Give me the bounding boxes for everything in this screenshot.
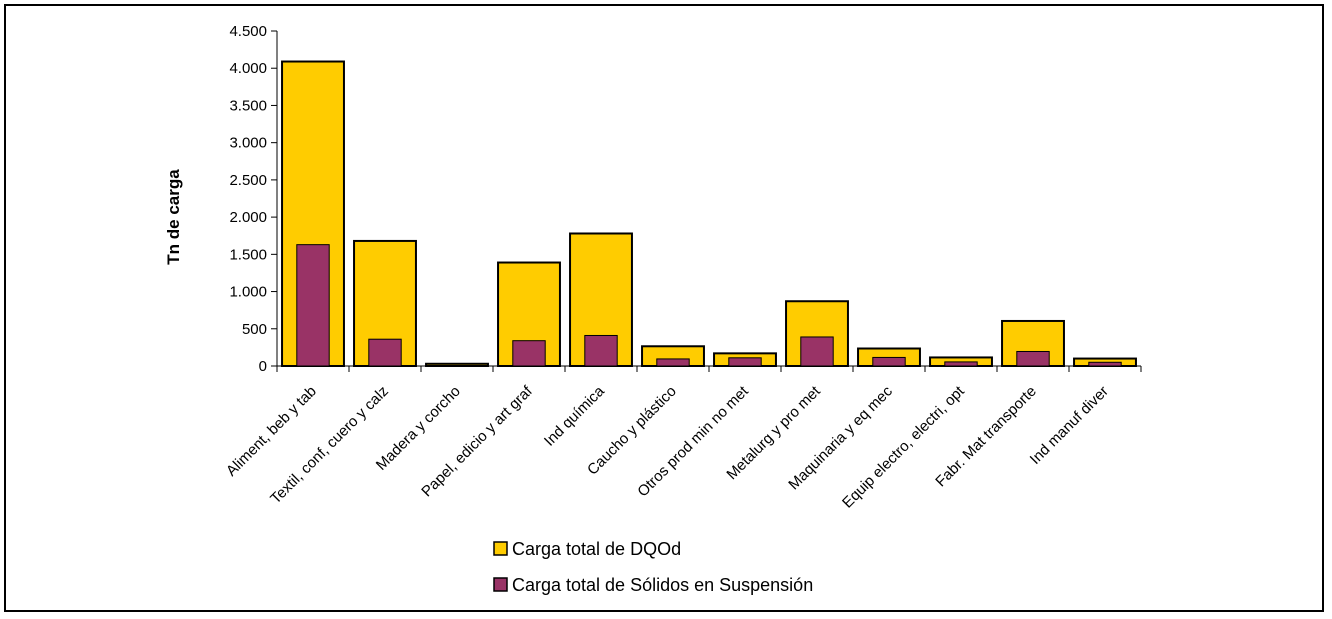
y-tick-label: 1.000 [229, 284, 267, 301]
y-tick-label: 3.500 [229, 97, 267, 114]
bar-solidos [296, 244, 330, 367]
bar-solidos [944, 361, 978, 367]
axis-layer: 0 500 1.000 1.500 2.000 2.500 3.000 3.500 4.000 4… [229, 23, 1142, 375]
bar-solidos [656, 358, 690, 367]
legend-swatch-solidos [493, 577, 508, 592]
y-tick-label: 3.000 [229, 135, 267, 152]
legend: Carga total de DQOd Carga total de Sólid… [493, 539, 813, 595]
legend-label-dqod: Carga total de DQOd [512, 539, 681, 559]
x-category-label: Textil, conf, cuero y calz [267, 383, 392, 508]
bar-solidos [368, 338, 402, 367]
legend-swatch-dqod [493, 541, 508, 556]
y-tick-label: 500 [242, 321, 267, 338]
bar-solidos [584, 334, 618, 367]
x-category-label: Equip electro, electri, opt [839, 382, 968, 511]
y-tick-label: 0 [259, 358, 267, 375]
bar-dqod [425, 362, 489, 367]
bar-solidos [512, 340, 546, 367]
y-tick-label: 1.500 [229, 246, 267, 263]
x-category-label: Ind química [541, 382, 608, 449]
bar-solidos [1016, 350, 1050, 367]
y-tick-label: 2.500 [229, 172, 267, 189]
bar-solidos [800, 336, 834, 367]
chart-frame [4, 4, 1324, 612]
bar-solidos [728, 357, 762, 367]
y-tick-label: 2.000 [229, 209, 267, 226]
legend-label-solidos: Carga total de Sólidos en Suspensión [512, 575, 813, 595]
x-category-label: Ind manuf diver [1027, 383, 1112, 468]
bar-solidos [872, 356, 906, 367]
y-tick-label: 4.500 [229, 23, 267, 40]
y-axis-title: Tn de carga [164, 169, 183, 265]
bars-layer [281, 60, 1137, 368]
y-tick-label: 4.000 [229, 60, 267, 77]
bar-solidos [1088, 361, 1122, 367]
